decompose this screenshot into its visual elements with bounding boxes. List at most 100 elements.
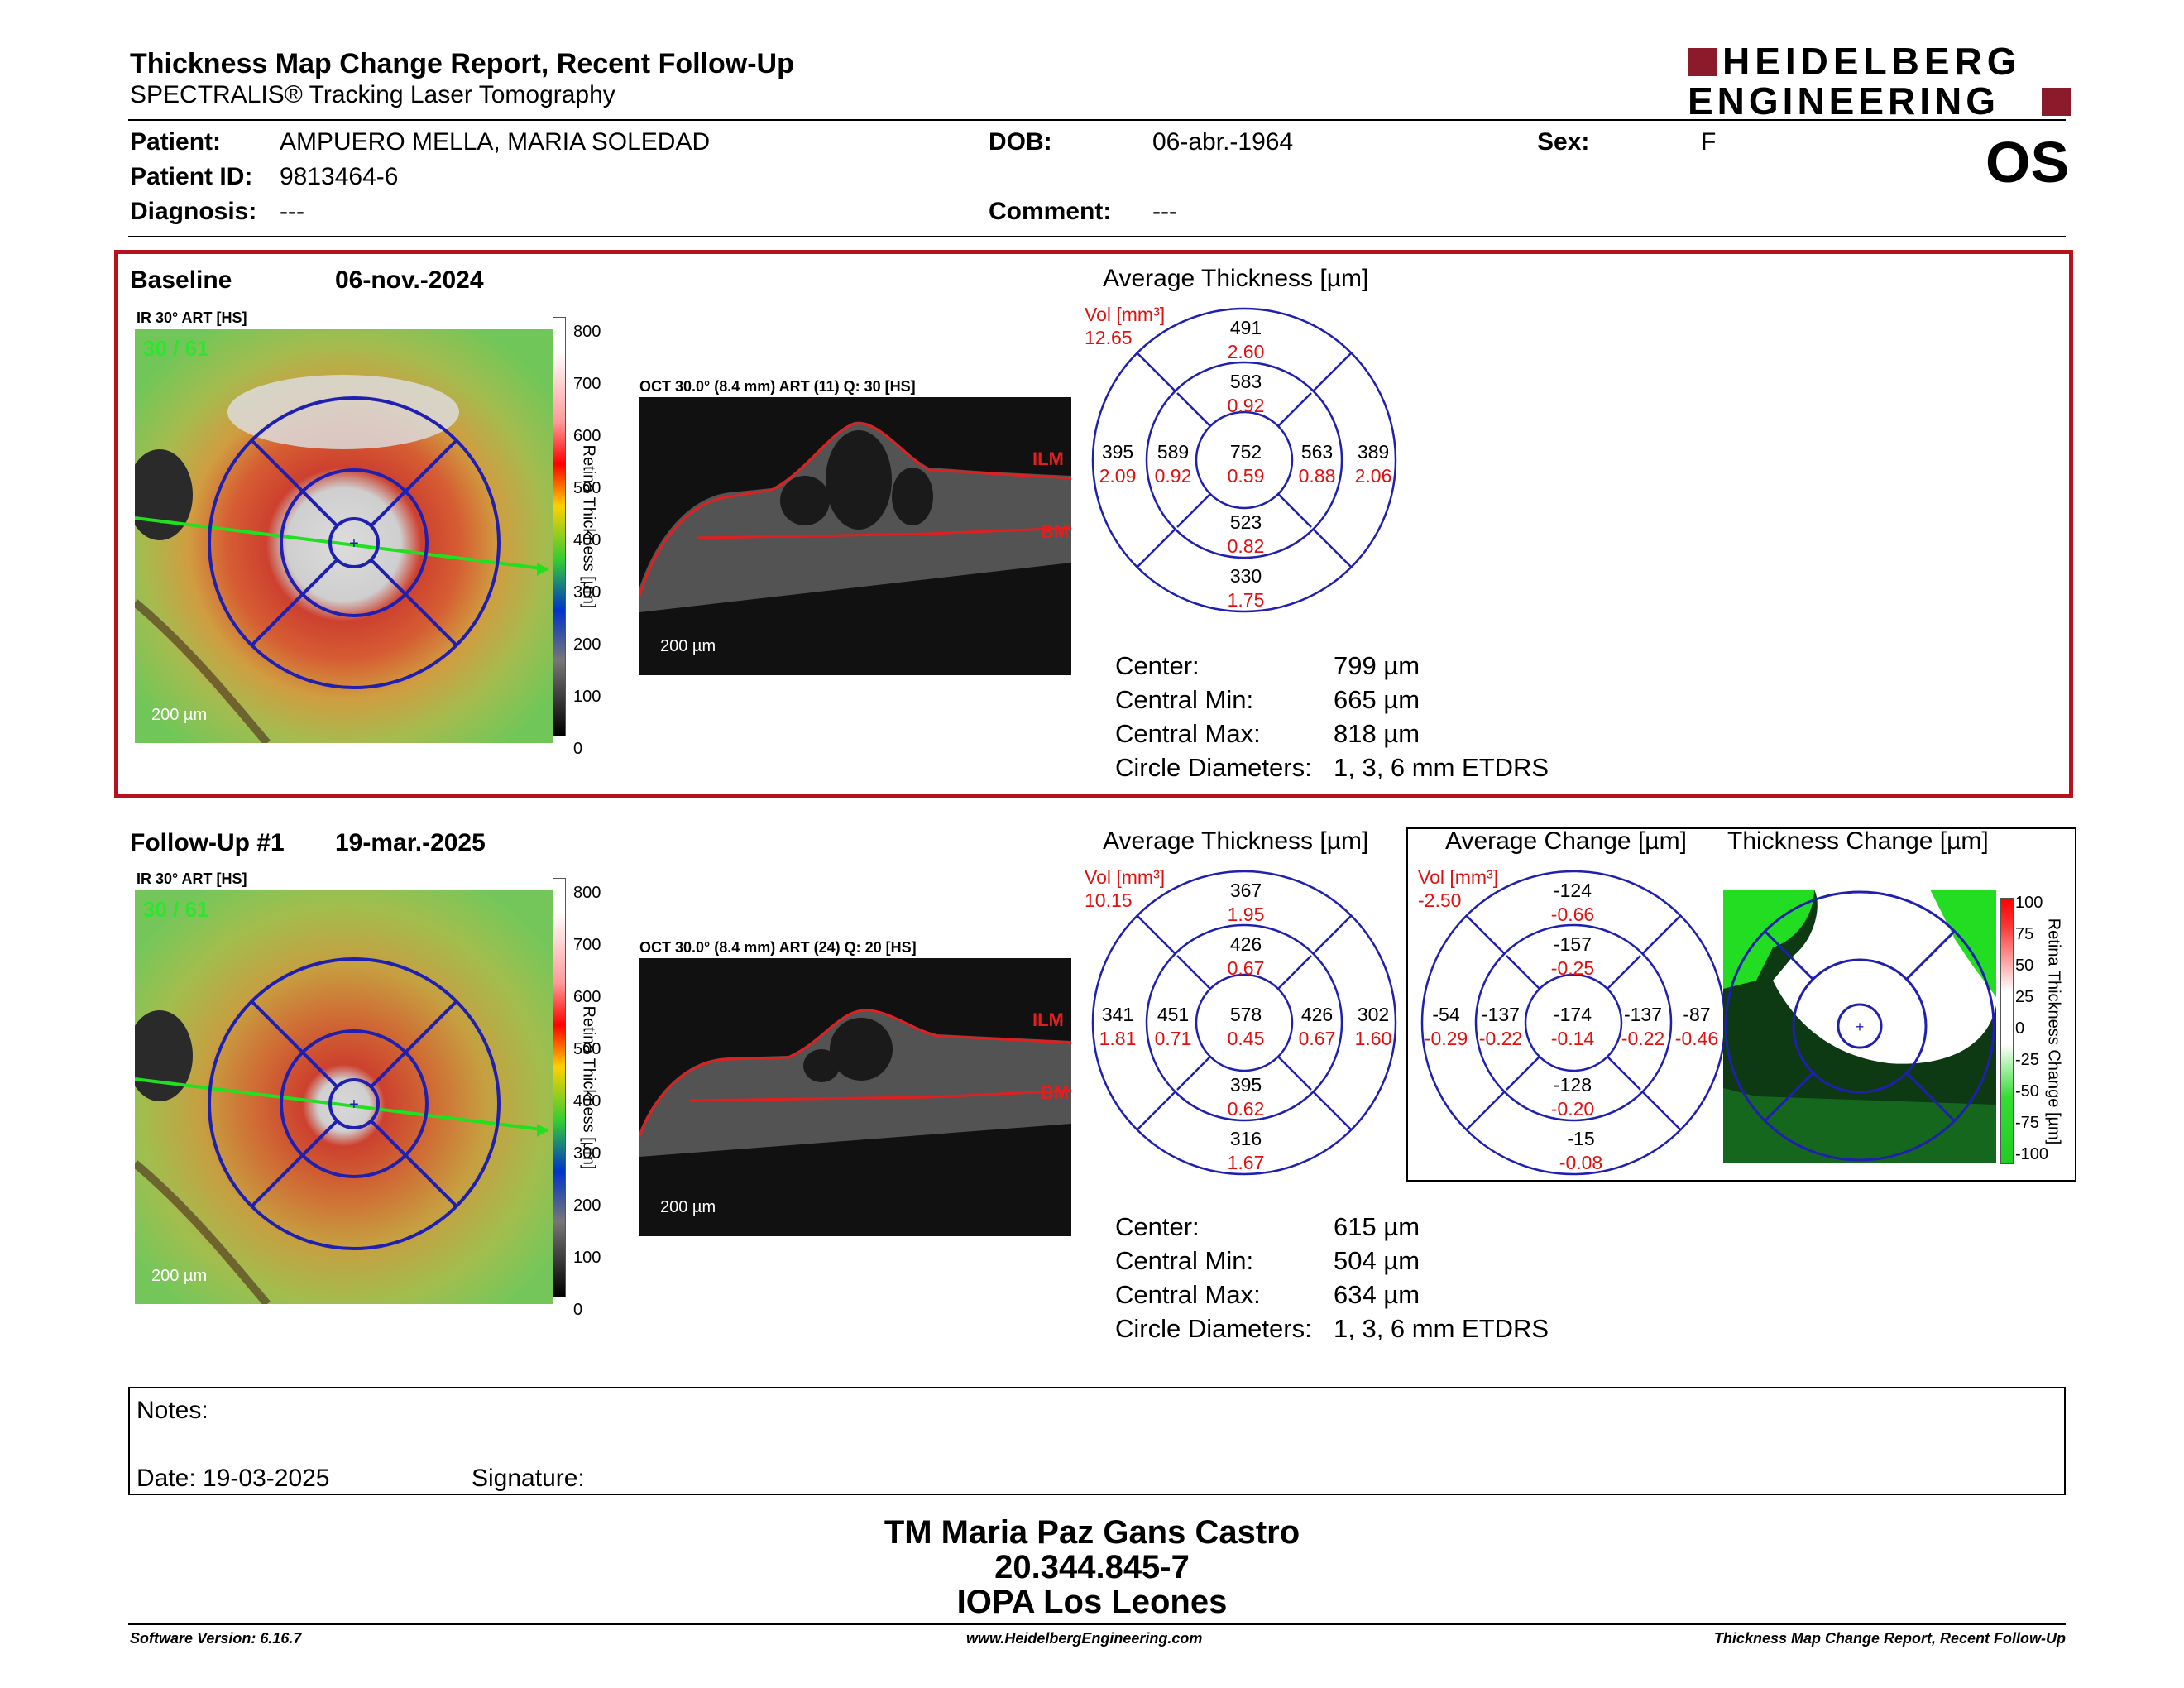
baseline-oct-label: OCT 30.0° (8.4 mm) ART (11) Q: 30 [HS] [639,378,916,395]
thickness-change-map: + [1723,890,1996,1163]
followup-ir-scalebar: 200 µm [151,1267,208,1285]
footer-report-name: Thickness Map Change Report, Recent Foll… [1713,1630,2066,1647]
baseline-outer-tem: 389 2.06 [1354,441,1392,487]
eye-indicator: OS [1985,130,2070,194]
baseline-outer-inf: 330 1.75 [1227,565,1265,611]
change-vol-label: Vol [mm³] -2.50 [1418,866,1499,911]
signature-label: Signature: [472,1465,585,1492]
change-inner-inf: -128 -0.20 [1550,1074,1595,1120]
svg-text:+: + [1856,1019,1865,1035]
notes-box[interactable] [128,1387,2066,1495]
change-scale-bar [2000,898,2014,1164]
baseline-ilm-label: ILM [1032,448,1064,469]
baseline-avg-thickness-title: Average Thickness [µm] [1103,265,1369,292]
change-outer-inf: -15 -0.08 [1559,1128,1603,1173]
followup-vol-label: Vol [mm³] 10.15 [1085,866,1166,911]
followup-avg-thickness-title: Average Thickness [µm] [1103,827,1369,855]
baseline-thickness-scale-bar [553,317,566,736]
followup-outer-nas: 341 1.81 [1099,1004,1137,1049]
report-title: Thickness Map Change Report, Recent Foll… [130,48,794,79]
change-section [1406,827,2076,1182]
followup-date: 19-mar.-2025 [335,829,486,856]
followup-frame-counter: 30 / 61 [143,897,209,922]
sex-value: F [1701,128,1717,156]
followup-thickness-map: + 30 / 61 200 µm [127,890,553,1307]
software-version: Software Version: 6.16.7 [130,1630,302,1647]
baseline-heading: Baseline [130,266,232,294]
change-inner-tem: -137 -0.22 [1621,1004,1665,1049]
comment-value: --- [1152,198,1177,225]
followup-oct-scalebar: 200 µm [660,1198,716,1216]
report-subtitle: SPECTRALIS® Tracking Laser Tomography [130,81,615,108]
followup-oct-scan: ILM BM 200 µm [638,958,1072,1236]
baseline-inner-tem: 563 0.88 [1298,441,1336,487]
baseline-scale-title: Retina Thickness [µm] [579,444,598,609]
baseline-inner-nas: 589 0.92 [1154,441,1192,487]
baseline-ir-scalebar: 200 µm [151,706,208,724]
website-link[interactable]: www.HeidelbergEngineering.com [966,1630,1203,1647]
change-scale-title: Retina Thickness Change [µm] [2044,918,2063,1145]
followup-inner-inf: 395 0.62 [1227,1074,1265,1120]
change-center: -174 -0.14 [1550,1004,1595,1049]
baseline-section [114,250,2073,798]
patient-id-label: Patient ID: [130,163,253,190]
followup-stats-values: 615 µm 504 µm 634 µm 1, 3, 6 mm ETDRS [1334,1212,1549,1343]
followup-inner-tem: 426 0.67 [1298,1004,1336,1049]
signer-institution: IOPA Los Leones [956,1584,1228,1620]
followup-ir-label: IR 30° ART [HS] [136,870,247,887]
baseline-vol-label: Vol [mm³] 12.65 [1085,304,1166,348]
change-outer-nas: -54 -0.29 [1424,1004,1468,1049]
heidelberg-logo: HEIDELBERG ENGINEERING [1688,40,2072,122]
baseline-oct-scalebar: 200 µm [660,637,716,655]
dob-label: DOB: [989,128,1052,156]
baseline-inner-sup: 583 0.92 [1227,371,1265,416]
signer-name: TM Maria Paz Gans Castro [884,1514,1300,1551]
baseline-date: 06-nov.-2024 [335,266,484,294]
followup-scale-title: Retina Thickness [µm] [579,1005,598,1170]
followup-scale-ticks: 800 700 600 500 400 300 200 100 0 [573,884,601,1319]
baseline-outer-sup: 491 2.60 [1227,317,1265,362]
baseline-frame-counter: 30 / 61 [143,336,209,361]
followup-center: 578 0.45 [1227,1004,1265,1049]
baseline-scale-ticks: 800 700 600 500 400 300 200 100 0 [573,323,601,758]
signer-rut: 20.344.845-7 [994,1549,1190,1585]
baseline-inner-inf: 523 0.82 [1227,511,1265,557]
diagnosis-label: Diagnosis: [130,198,257,225]
thickness-change-title: Thickness Change [µm] [1727,827,1989,855]
avg-change-title: Average Change [µm] [1445,827,1687,855]
change-outer-tem: -87 -0.46 [1674,1004,1719,1049]
followup-outer-sup: 367 1.95 [1227,880,1265,925]
diagnosis-value: --- [280,198,304,225]
baseline-bm-label: BM [1041,521,1070,542]
patient-label: Patient: [130,128,222,156]
patient-name: AMPUERO MELLA, MARIA SOLEDAD [280,128,711,156]
baseline-oct-scan: ILM BM 200 µm [638,397,1072,675]
followup-inner-sup: 426 0.67 [1227,933,1265,979]
followup-inner-nas: 451 0.71 [1154,1004,1192,1049]
baseline-stats-values: 799 µm 665 µm 818 µm 1, 3, 6 mm ETDRS [1334,651,1549,782]
baseline-center: 752 0.59 [1227,441,1265,487]
followup-outer-tem: 302 1.60 [1354,1004,1392,1049]
change-outer-sup: -124 -0.66 [1550,880,1595,925]
notes-date: Date: 19-03-2025 [136,1465,330,1492]
dob-value: 06-abr.-1964 [1152,128,1294,156]
baseline-thickness-map: + 30 / 61 200 µm [127,329,553,746]
followup-etdrs-grid: Vol [mm³] 10.15 367 1.95 426 0.67 578 0.45 … [1085,866,1398,1177]
sex-label: Sex: [1537,128,1590,156]
brand-line1: HEIDELBERG [1722,40,2022,83]
change-etdrs-grid: Vol [mm³] -2.50 -124 -0.66 -157 -0.25 -174… [1418,866,1727,1177]
baseline-etdrs-grid: Vol [mm³] 12.65 491 2.60 583 0.92 752 0.59 … [1085,304,1398,614]
svg-text:+: + [349,1096,359,1114]
followup-oct-label: OCT 30.0° (8.4 mm) ART (24) Q: 20 [HS] [639,939,917,956]
change-scale-ticks: 100 75 50 25 0 -25 -50 -75 -100 [2015,894,2049,1163]
followup-thickness-scale-bar [553,878,566,1297]
followup-heading: Follow-Up #1 [130,829,285,856]
baseline-outer-nas: 395 2.09 [1099,441,1137,487]
patient-id-value: 9813464-6 [280,163,399,190]
followup-ilm-label: ILM [1032,1009,1064,1030]
followup-bm-label: BM [1041,1082,1070,1103]
baseline-stats-labels: Center: Central Min: Central Max: Circle… [1115,651,1312,782]
followup-stats-labels: Center: Central Min: Central Max: Circle… [1115,1212,1312,1343]
brand-line2: ENGINEERING [1688,79,2000,122]
followup-outer-inf: 316 1.67 [1227,1128,1265,1173]
